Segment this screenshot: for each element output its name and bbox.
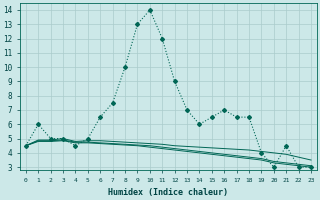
X-axis label: Humidex (Indice chaleur): Humidex (Indice chaleur) [108, 188, 228, 197]
